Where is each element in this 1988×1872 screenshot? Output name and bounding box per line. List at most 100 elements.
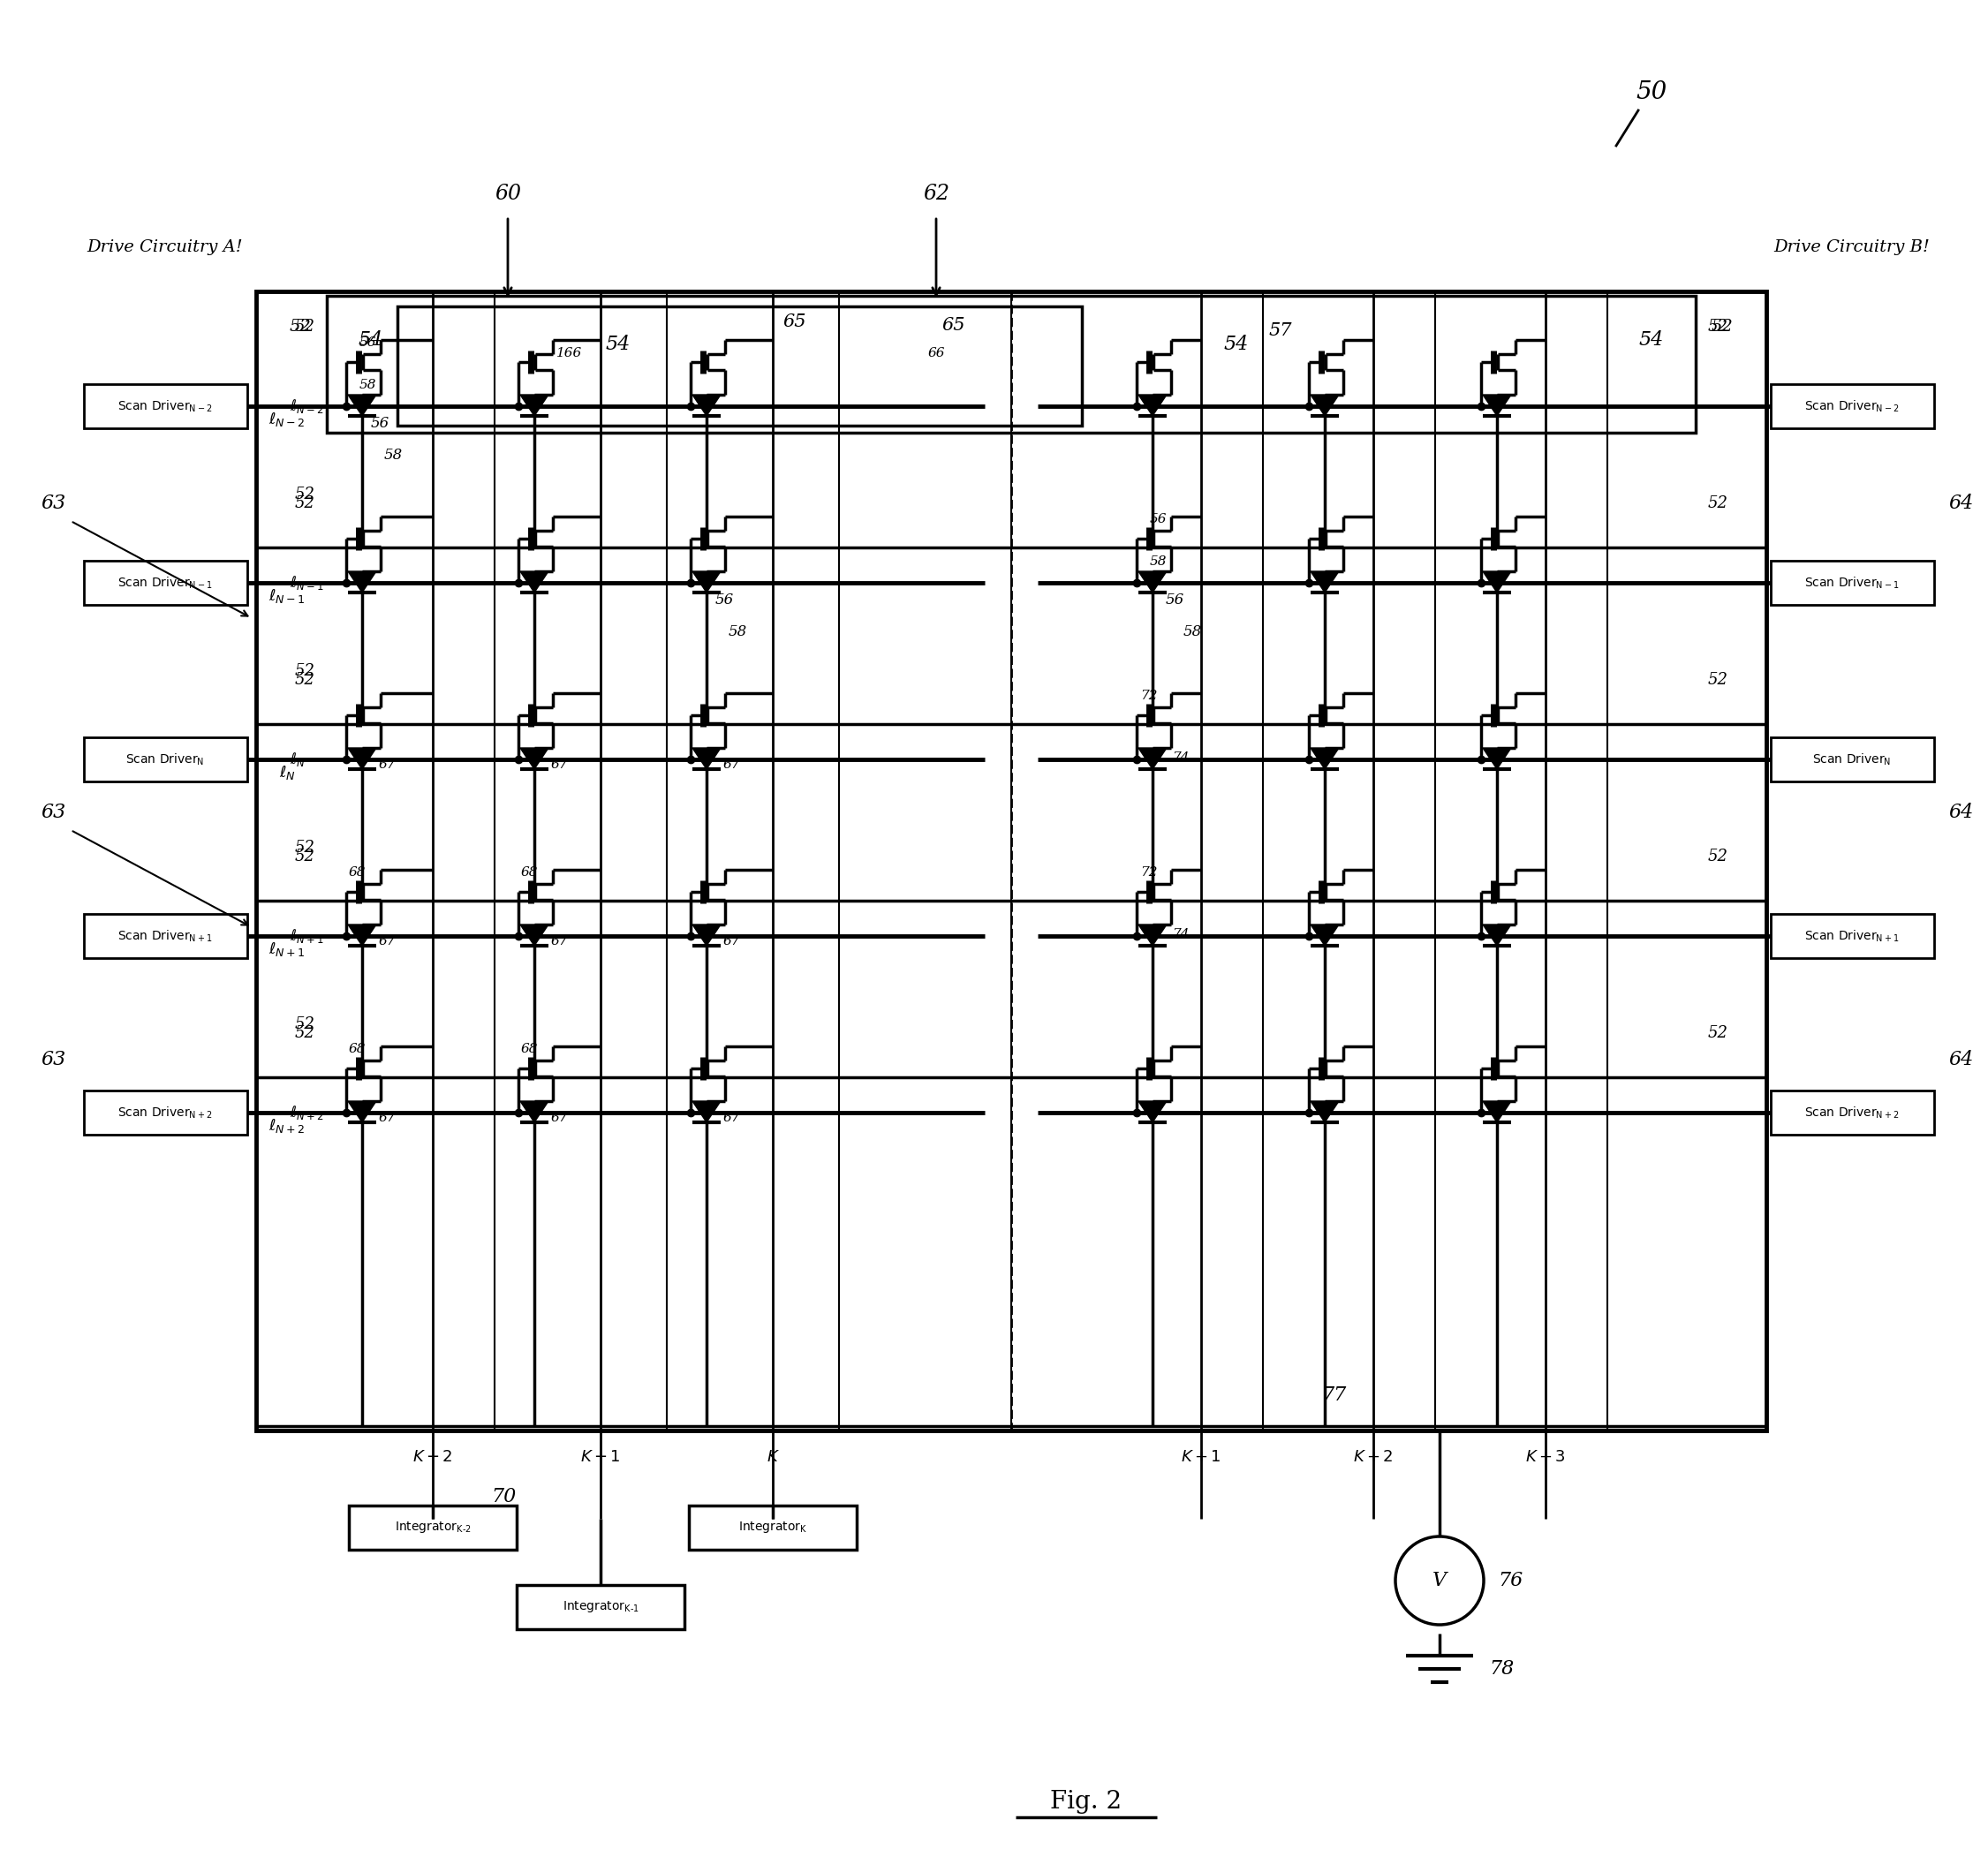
Text: 50: 50 <box>1636 80 1668 105</box>
Text: Scan Driver$_{\mathrm{N}}$: Scan Driver$_{\mathrm{N}}$ <box>1813 753 1891 768</box>
Bar <box>690 1505 857 1550</box>
Text: 66: 66 <box>928 346 944 359</box>
Bar <box>1771 384 1934 429</box>
Text: 52: 52 <box>1708 848 1728 865</box>
Polygon shape <box>1139 571 1167 593</box>
Polygon shape <box>692 395 722 416</box>
Text: 54: 54 <box>1225 335 1248 354</box>
Text: 56: 56 <box>370 416 390 431</box>
Text: 52: 52 <box>294 663 314 680</box>
Text: 56: 56 <box>1165 593 1185 608</box>
Text: 60: 60 <box>495 183 521 204</box>
Bar <box>83 1091 247 1134</box>
Text: 70: 70 <box>491 1486 515 1507</box>
Text: $\ell_{N-2}$: $\ell_{N-2}$ <box>268 410 306 429</box>
Text: 67: 67 <box>724 758 740 771</box>
Text: 56: 56 <box>716 593 734 608</box>
Text: 63: 63 <box>40 494 66 513</box>
Text: $\mathit{K+2}$: $\mathit{K+2}$ <box>1354 1449 1394 1466</box>
Text: $\mathit{K-1}$: $\mathit{K-1}$ <box>580 1449 620 1466</box>
Polygon shape <box>692 749 722 769</box>
Text: 67: 67 <box>724 1112 740 1125</box>
Text: 77: 77 <box>1322 1385 1346 1404</box>
Text: 54: 54 <box>358 329 384 350</box>
Text: 52: 52 <box>294 841 314 856</box>
Polygon shape <box>348 571 376 593</box>
Text: 52: 52 <box>1708 318 1728 335</box>
Bar <box>83 738 247 781</box>
Text: 58: 58 <box>358 378 376 391</box>
Text: 67: 67 <box>378 758 396 771</box>
Text: Drive Circuitry B!: Drive Circuitry B! <box>1773 240 1930 255</box>
Text: 52: 52 <box>294 496 314 511</box>
Text: Scan Driver$_{\mathrm{N-1}}$: Scan Driver$_{\mathrm{N-1}}$ <box>117 575 213 590</box>
Polygon shape <box>1483 571 1511 593</box>
Text: 67: 67 <box>378 936 396 947</box>
Text: 65: 65 <box>783 314 807 331</box>
Text: $\mathit{K+1}$: $\mathit{K+1}$ <box>1181 1449 1221 1466</box>
Text: Scan Driver$_{\mathrm{N+2}}$: Scan Driver$_{\mathrm{N+2}}$ <box>117 1104 213 1119</box>
Text: 68: 68 <box>521 867 537 878</box>
Text: 67: 67 <box>551 1112 569 1125</box>
Bar <box>83 914 247 958</box>
Text: 52: 52 <box>294 1016 314 1031</box>
Polygon shape <box>692 925 722 945</box>
Text: $\ell_{N+1}$: $\ell_{N+1}$ <box>290 927 324 945</box>
Text: 52: 52 <box>1708 496 1728 511</box>
Text: 72: 72 <box>1141 867 1157 878</box>
Polygon shape <box>1310 395 1338 416</box>
Text: $\ell_{N+2}$: $\ell_{N+2}$ <box>290 1104 324 1121</box>
Polygon shape <box>1310 1101 1338 1123</box>
Polygon shape <box>521 571 549 593</box>
Text: $\ell_{N+1}$: $\ell_{N+1}$ <box>268 940 306 958</box>
Text: 52: 52 <box>294 672 314 687</box>
Text: $\ell_{N}$: $\ell_{N}$ <box>290 751 304 768</box>
Text: Integrator$_{\mathrm{K\text{-}1}}$: Integrator$_{\mathrm{K\text{-}1}}$ <box>563 1599 638 1614</box>
Text: $\mathit{K+3}$: $\mathit{K+3}$ <box>1525 1449 1567 1466</box>
Polygon shape <box>1310 571 1338 593</box>
Text: 63: 63 <box>40 1050 66 1069</box>
Text: 72: 72 <box>1141 689 1157 702</box>
Text: 166: 166 <box>557 346 582 359</box>
Text: 52: 52 <box>1708 672 1728 687</box>
Text: 54: 54 <box>606 335 630 354</box>
Text: 58: 58 <box>1183 623 1201 638</box>
Text: 68: 68 <box>348 1043 366 1056</box>
Polygon shape <box>348 749 376 769</box>
Text: V: V <box>1433 1571 1447 1591</box>
Text: 52: 52 <box>294 318 314 335</box>
Text: 58: 58 <box>384 447 402 462</box>
Bar <box>83 562 247 605</box>
Polygon shape <box>348 395 376 416</box>
Polygon shape <box>1139 749 1167 769</box>
Bar <box>517 1586 684 1629</box>
Text: 52: 52 <box>294 848 314 865</box>
Text: 76: 76 <box>1497 1571 1523 1591</box>
Polygon shape <box>1483 749 1511 769</box>
Text: 68: 68 <box>521 1043 537 1056</box>
Text: $\mathit{K-2}$: $\mathit{K-2}$ <box>414 1449 453 1466</box>
Bar <box>256 292 1765 1430</box>
Text: 52: 52 <box>294 487 314 502</box>
Text: 56: 56 <box>358 337 376 348</box>
Text: Scan Driver$_{\mathrm{N}}$: Scan Driver$_{\mathrm{N}}$ <box>125 753 205 768</box>
Text: Integrator$_{\mathrm{K}}$: Integrator$_{\mathrm{K}}$ <box>738 1520 807 1535</box>
Polygon shape <box>521 395 549 416</box>
Polygon shape <box>1310 749 1338 769</box>
Text: 74: 74 <box>1173 753 1189 764</box>
Text: 62: 62 <box>922 183 950 204</box>
Text: Scan Driver$_{\mathrm{N-1}}$: Scan Driver$_{\mathrm{N-1}}$ <box>1805 575 1899 590</box>
Text: $\ell_{N-2}$: $\ell_{N-2}$ <box>290 397 324 416</box>
Bar <box>1771 562 1934 605</box>
Polygon shape <box>521 925 549 945</box>
Text: 65: 65 <box>942 316 966 333</box>
Text: Scan Driver$_{\mathrm{N-2}}$: Scan Driver$_{\mathrm{N-2}}$ <box>1805 399 1899 414</box>
Polygon shape <box>521 1101 549 1123</box>
Text: 67: 67 <box>378 1112 396 1125</box>
Text: 67: 67 <box>551 936 569 947</box>
Text: 78: 78 <box>1489 1659 1513 1679</box>
Polygon shape <box>1139 925 1167 945</box>
Text: Drive Circuitry A!: Drive Circuitry A! <box>87 240 243 255</box>
Bar <box>348 1505 517 1550</box>
Polygon shape <box>1483 925 1511 945</box>
